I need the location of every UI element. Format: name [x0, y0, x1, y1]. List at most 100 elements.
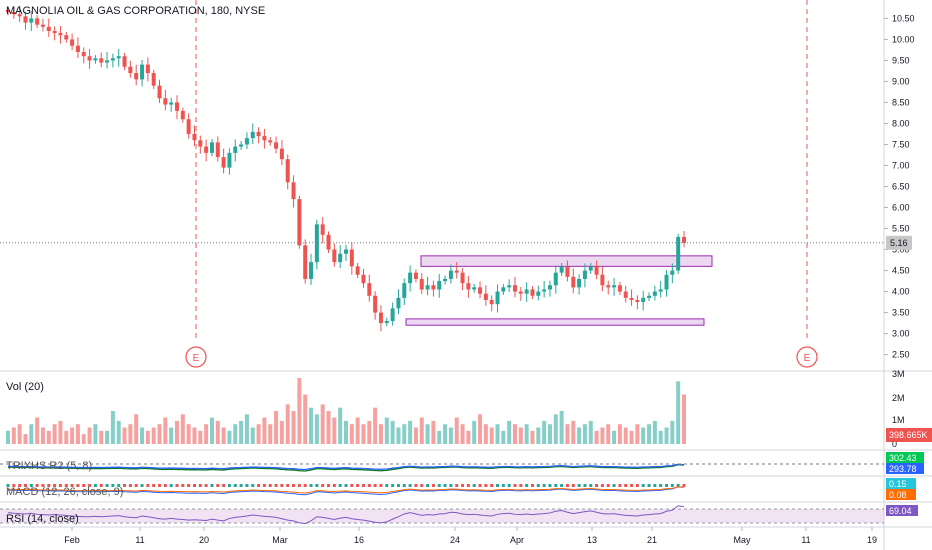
- volume-bar: [169, 427, 174, 444]
- macd-line: [7, 486, 685, 496]
- candle: [443, 278, 448, 282]
- candle: [233, 146, 238, 153]
- earnings-marker: [796, 346, 818, 368]
- macd-histogram-bar: [472, 484, 476, 487]
- candle: [285, 159, 290, 183]
- macd-histogram-bar: [216, 484, 220, 487]
- candle: [641, 297, 646, 303]
- candle: [6, 10, 10, 13]
- macd-histogram-bar: [530, 484, 534, 487]
- volume-bar: [489, 427, 494, 444]
- candle: [250, 131, 255, 139]
- macd-histogram-bar: [169, 484, 173, 487]
- volume-bar: [623, 427, 628, 444]
- rsi-line: [7, 505, 685, 525]
- volume-label: Vol (20): [6, 381, 44, 393]
- volume-bar: [268, 424, 273, 444]
- time-tick-label: 16: [354, 535, 364, 545]
- volume-bar: [40, 427, 45, 444]
- macd-histogram-bar: [554, 484, 558, 487]
- candle: [635, 299, 640, 303]
- time-tick-label: 11: [135, 535, 144, 545]
- volume-bar: [192, 427, 197, 444]
- macd-histogram-bar: [501, 484, 505, 487]
- macd-histogram-bar: [414, 484, 418, 487]
- macd-histogram-bar: [41, 484, 45, 487]
- macd-histogram-bar: [437, 484, 441, 487]
- volume-bar: [483, 424, 488, 444]
- volume-tick-label: 0: [892, 439, 897, 449]
- rsi-band: [0, 509, 884, 523]
- candle: [332, 249, 337, 263]
- candle: [495, 291, 500, 305]
- macd-histogram-bar: [111, 484, 115, 487]
- volume-bar: [378, 424, 383, 444]
- volume-bar: [524, 424, 529, 444]
- volume-bar: [151, 427, 156, 444]
- volume-bar: [186, 424, 191, 444]
- time-tick-label: Mar: [272, 535, 288, 545]
- candle: [29, 18, 34, 23]
- candle: [507, 285, 512, 288]
- macd-histogram-bar: [647, 484, 651, 487]
- trix-value-1: 302.43: [889, 453, 917, 463]
- macd-histogram-bar: [367, 484, 371, 487]
- candle: [483, 293, 488, 300]
- price-tick-label: 6.00: [892, 203, 910, 213]
- macd-histogram-bar: [507, 484, 511, 487]
- candle: [244, 138, 249, 145]
- candle: [448, 270, 453, 279]
- earnings-marker-label: E: [804, 353, 811, 364]
- price-tick-label: 6.50: [892, 182, 910, 192]
- macd-histogram-bar: [466, 484, 470, 487]
- candle: [478, 287, 483, 294]
- macd-histogram-bar: [268, 484, 272, 487]
- volume-bar: [664, 427, 669, 444]
- volume-bar: [35, 417, 40, 444]
- candle: [367, 283, 372, 296]
- macd-histogram-bar: [64, 484, 68, 487]
- macd-histogram-bar: [292, 484, 296, 487]
- candle: [110, 58, 115, 61]
- candle: [582, 270, 587, 279]
- macd-histogram-bar: [58, 484, 62, 487]
- price-tick-label: 8.50: [892, 97, 910, 107]
- volume-bar: [361, 424, 366, 444]
- candle: [122, 56, 127, 67]
- candle: [75, 45, 80, 53]
- candle: [279, 148, 284, 160]
- volume-bar: [140, 427, 145, 444]
- macd-histogram-bar: [542, 484, 546, 487]
- candle: [105, 60, 110, 63]
- macd-histogram-bar: [670, 484, 674, 487]
- candle: [647, 295, 652, 298]
- candle: [623, 291, 628, 298]
- candle: [180, 110, 185, 120]
- volume-bar: [594, 430, 599, 444]
- macd-histogram-bar: [513, 484, 517, 487]
- volume-bar: [175, 420, 179, 444]
- macd-histogram-bar: [344, 484, 348, 487]
- volume-bar: [110, 411, 115, 444]
- candle: [664, 274, 669, 290]
- macd-histogram-bar: [140, 484, 144, 487]
- candle: [542, 289, 547, 292]
- volume-bar: [600, 427, 605, 444]
- volume-bar: [332, 417, 337, 444]
- macd-histogram-bar: [641, 484, 645, 487]
- price-tick-label: 3.00: [892, 329, 910, 339]
- macd-histogram-bar: [571, 484, 575, 487]
- candle: [309, 262, 314, 279]
- price-tick-label: 10.50: [892, 13, 915, 23]
- macd-histogram-bar: [665, 484, 669, 487]
- candle: [658, 289, 663, 292]
- macd-histogram-bar: [257, 484, 261, 487]
- candle: [52, 31, 57, 34]
- volume-bar: [256, 424, 261, 444]
- last-price-badge: [886, 235, 912, 250]
- price-tick-label: 4.50: [892, 266, 910, 276]
- volume-bar: [518, 427, 523, 444]
- volume-bar: [629, 430, 634, 444]
- candle: [617, 285, 622, 292]
